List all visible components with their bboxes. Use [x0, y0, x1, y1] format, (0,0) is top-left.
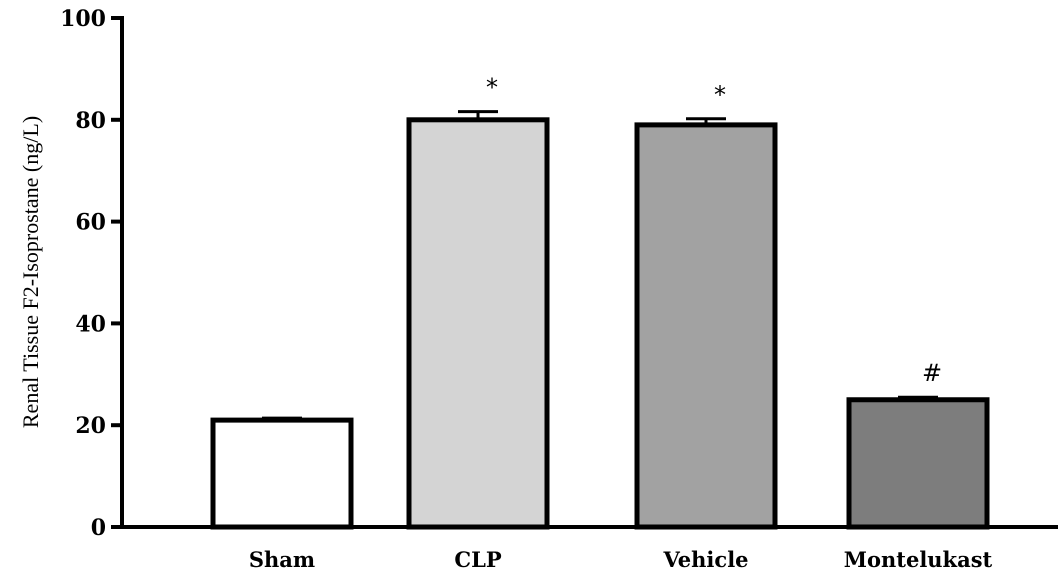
y-ticks: 0 20 40 60 80 100	[60, 6, 122, 541]
bar-montelukast	[846, 397, 990, 530]
y-tick-label: 0	[91, 515, 106, 541]
x-tick-label: CLP	[454, 547, 501, 572]
y-tick-label: 40	[75, 311, 106, 337]
y-tick-label: 20	[75, 413, 106, 439]
x-tick-label: Vehicle	[662, 547, 748, 572]
significance-marker: *	[714, 81, 726, 109]
significance-marker: #	[922, 359, 942, 387]
bar-sham	[210, 417, 354, 530]
bars: * * #	[210, 74, 990, 530]
bar-clp	[406, 117, 550, 530]
significance-marker: *	[486, 74, 498, 102]
x-tick-label: Montelukast	[844, 547, 993, 572]
x-tick-labels: Sham CLP Vehicle Montelukast	[249, 547, 993, 572]
y-axis-title: Renal Tissue F2-Isoprostane (ng/L)	[18, 116, 43, 428]
y-tick-label: 60	[75, 210, 106, 236]
y-tick-label: 80	[75, 108, 106, 134]
x-tick-label: Sham	[249, 547, 315, 572]
bar-vehicle	[634, 122, 778, 530]
y-tick-label: 100	[60, 6, 106, 32]
